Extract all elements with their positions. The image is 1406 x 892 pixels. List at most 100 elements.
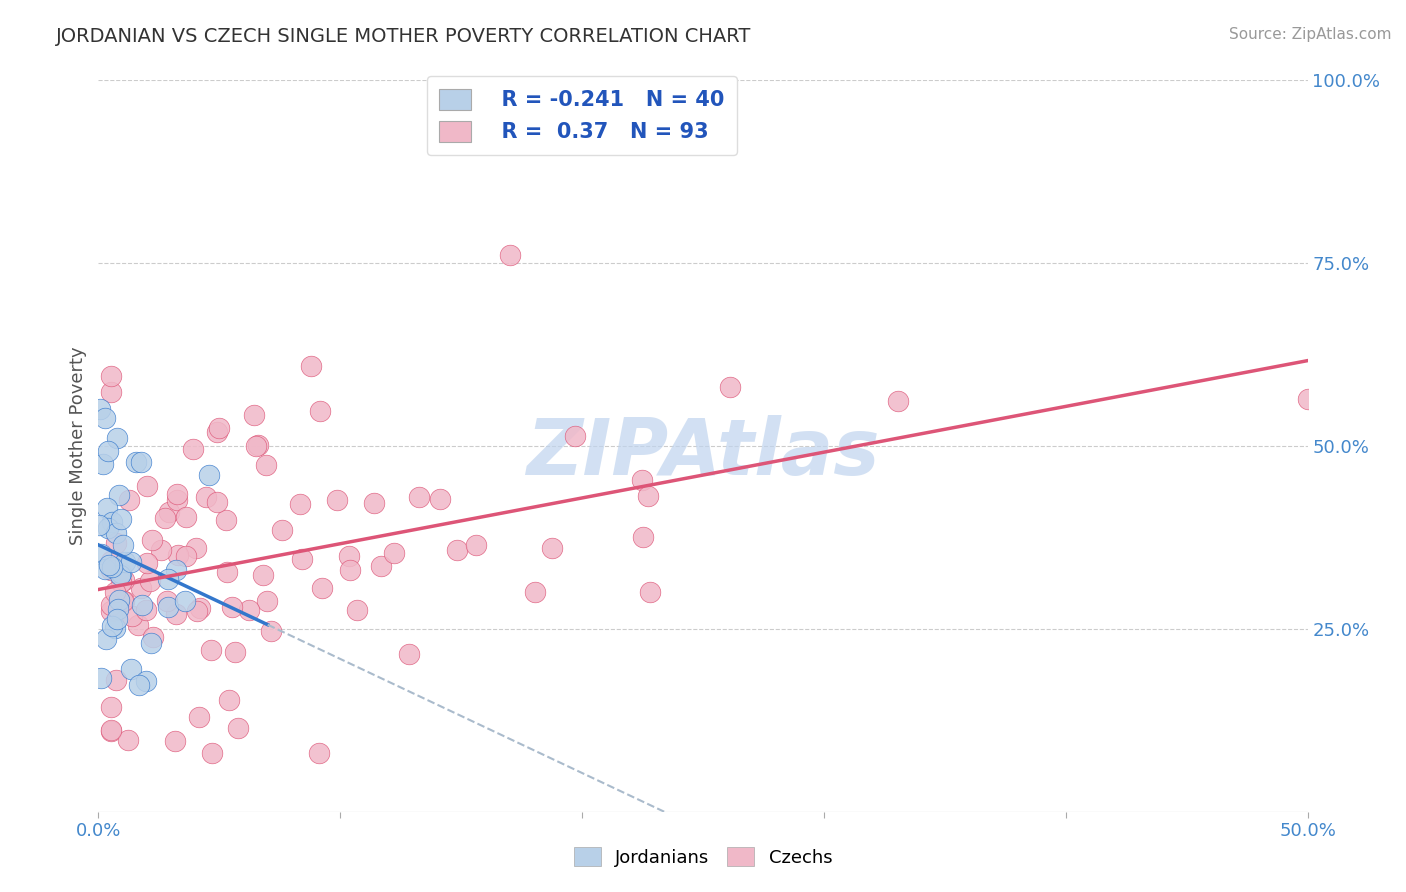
Point <box>1296 392 1319 407</box>
Point <box>198 468 221 483</box>
Point <box>309 404 332 418</box>
Point <box>112 573 135 587</box>
Point <box>135 674 157 689</box>
Point <box>128 678 150 692</box>
Point <box>166 492 188 507</box>
Point <box>311 581 333 595</box>
Point <box>112 538 135 552</box>
Point <box>129 455 152 469</box>
Point <box>337 549 360 563</box>
Point <box>112 594 135 608</box>
Point <box>101 515 124 529</box>
Point <box>195 490 218 504</box>
Point <box>384 546 406 560</box>
Point <box>100 559 122 574</box>
Point <box>184 541 207 555</box>
Point <box>100 563 122 577</box>
Point <box>104 585 127 599</box>
Point <box>224 645 246 659</box>
Point <box>165 563 187 577</box>
Text: Source: ZipAtlas.com: Source: ZipAtlas.com <box>1229 27 1392 42</box>
Point <box>254 458 277 473</box>
Point <box>208 421 231 435</box>
Point <box>125 455 148 469</box>
Point <box>157 572 180 586</box>
Point <box>104 621 127 635</box>
Point <box>90 671 112 685</box>
Point <box>150 543 173 558</box>
Point <box>242 408 264 422</box>
Point <box>339 563 361 577</box>
Point <box>498 247 520 261</box>
Point <box>110 511 132 525</box>
Point <box>107 592 129 607</box>
Point <box>205 494 228 508</box>
Point <box>201 746 224 760</box>
Point <box>291 552 314 566</box>
Point <box>100 723 122 738</box>
Point <box>221 600 243 615</box>
Point <box>94 562 117 576</box>
Point <box>446 542 468 557</box>
Point <box>120 555 142 569</box>
Point <box>238 603 260 617</box>
Point <box>105 673 128 687</box>
Point <box>174 594 197 608</box>
Point <box>127 617 149 632</box>
Point <box>118 492 141 507</box>
Point <box>100 723 122 738</box>
Point <box>100 554 122 568</box>
Point <box>363 496 385 510</box>
Point <box>153 511 176 525</box>
Point <box>308 746 330 760</box>
Point <box>245 439 267 453</box>
Point <box>108 568 131 582</box>
Point <box>94 632 117 646</box>
Point <box>111 594 134 608</box>
Point <box>157 505 180 519</box>
Point <box>637 489 659 503</box>
Text: JORDANIAN VS CZECH SINGLE MOTHER POVERTY CORRELATION CHART: JORDANIAN VS CZECH SINGLE MOTHER POVERTY… <box>56 27 752 45</box>
Point <box>270 524 292 538</box>
Point <box>100 598 122 612</box>
Point <box>100 369 122 384</box>
Point <box>188 710 211 724</box>
Point <box>131 598 153 612</box>
Point <box>96 500 118 515</box>
Point <box>91 458 114 472</box>
Point <box>100 699 122 714</box>
Point <box>98 558 121 572</box>
Point <box>524 585 547 599</box>
Point <box>131 582 153 596</box>
Point <box>163 734 186 748</box>
Point <box>139 574 162 588</box>
Point <box>174 510 197 524</box>
Point <box>247 438 270 452</box>
Point <box>167 548 190 562</box>
Point <box>157 600 180 615</box>
Point <box>218 693 240 707</box>
Point <box>94 411 117 425</box>
Point <box>97 443 120 458</box>
Point <box>256 594 278 608</box>
Point <box>541 541 564 555</box>
Point <box>120 661 142 675</box>
Point <box>89 402 111 417</box>
Point <box>260 624 283 638</box>
Point <box>200 643 222 657</box>
Legend: Jordanians, Czechs: Jordanians, Czechs <box>567 840 839 874</box>
Point <box>288 497 311 511</box>
Point <box>226 721 249 735</box>
Point <box>370 558 392 573</box>
Point <box>174 549 197 564</box>
Point <box>135 602 157 616</box>
Point <box>136 556 159 570</box>
Point <box>105 612 128 626</box>
Point <box>465 538 488 552</box>
Point <box>408 490 430 504</box>
Point <box>205 425 228 440</box>
Point <box>107 488 129 502</box>
Point <box>299 359 322 373</box>
Point <box>188 601 211 615</box>
Point <box>640 584 662 599</box>
